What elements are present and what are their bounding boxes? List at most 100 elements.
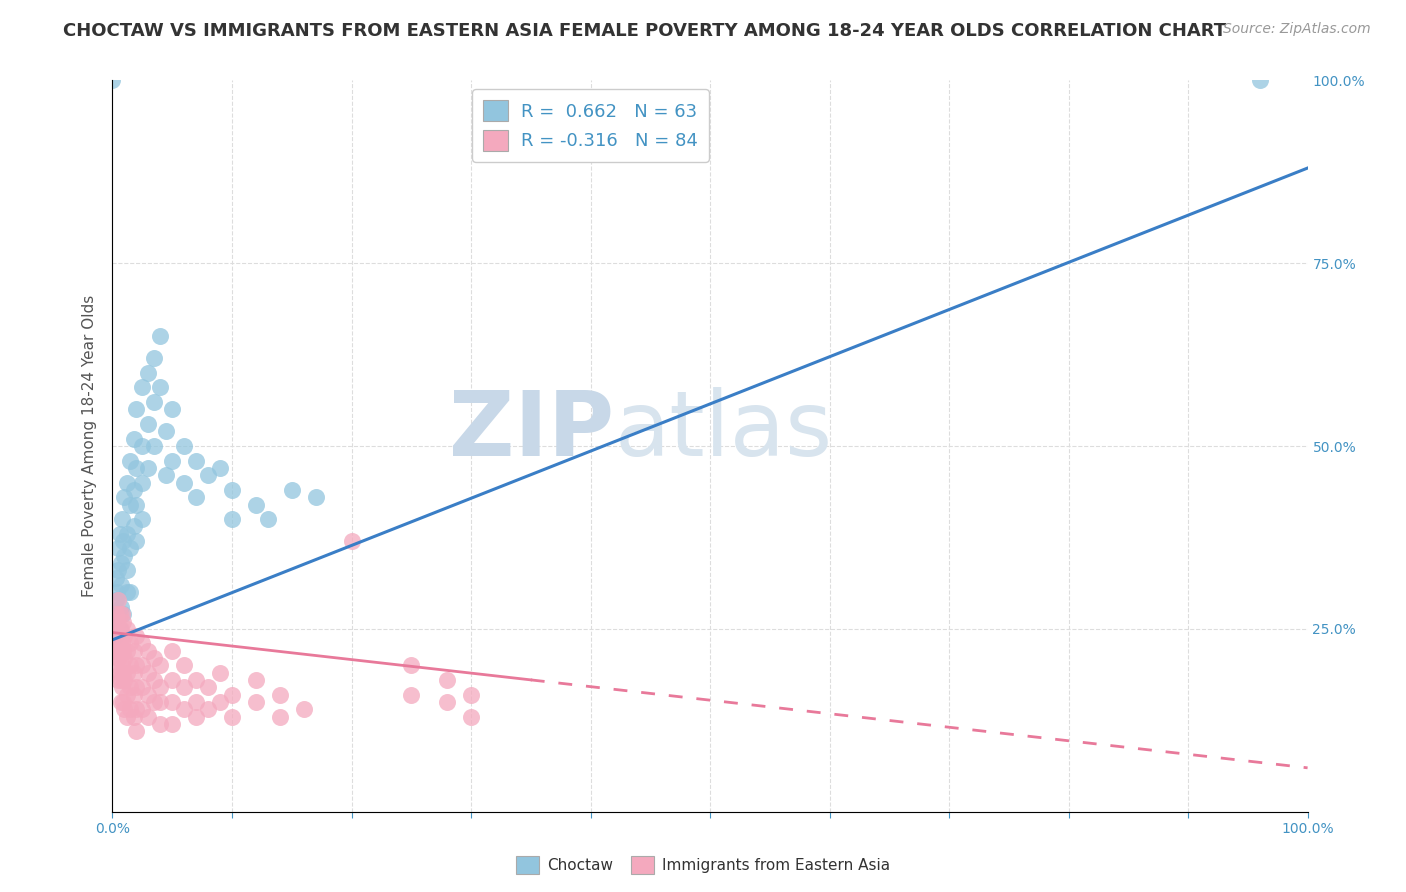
- Point: [143, 673, 166, 687]
- Point: [186, 453, 208, 467]
- Point: [269, 688, 291, 702]
- Point: [173, 475, 195, 490]
- Point: [221, 709, 243, 723]
- Point: [115, 709, 138, 723]
- Point: [173, 439, 195, 453]
- Point: [115, 585, 138, 599]
- Point: [269, 709, 291, 723]
- Point: [108, 622, 131, 636]
- Point: [305, 490, 328, 504]
- Point: [105, 607, 128, 622]
- Legend: Choctaw, Immigrants from Eastern Asia: Choctaw, Immigrants from Eastern Asia: [510, 850, 896, 880]
- Point: [197, 702, 219, 716]
- Point: [125, 658, 148, 673]
- Point: [104, 644, 127, 658]
- Point: [122, 483, 145, 497]
- Text: ZIP: ZIP: [450, 387, 614, 475]
- Point: [245, 498, 267, 512]
- Point: [120, 453, 142, 467]
- Point: [197, 681, 219, 695]
- Point: [131, 439, 153, 453]
- Point: [186, 709, 208, 723]
- Point: [281, 483, 304, 497]
- Point: [108, 636, 131, 650]
- Point: [107, 592, 129, 607]
- Y-axis label: Female Poverty Among 18-24 Year Olds: Female Poverty Among 18-24 Year Olds: [82, 295, 97, 597]
- Point: [209, 695, 232, 709]
- Point: [111, 512, 134, 526]
- Point: [110, 622, 132, 636]
- Point: [110, 673, 132, 687]
- Point: [115, 644, 138, 658]
- Point: [115, 475, 138, 490]
- Point: [105, 615, 128, 629]
- Point: [108, 526, 131, 541]
- Point: [143, 395, 166, 409]
- Point: [162, 673, 183, 687]
- Point: [292, 702, 315, 716]
- Point: [173, 702, 195, 716]
- Text: CHOCTAW VS IMMIGRANTS FROM EASTERN ASIA FEMALE POVERTY AMONG 18-24 YEAR OLDS COR: CHOCTAW VS IMMIGRANTS FROM EASTERN ASIA …: [63, 22, 1226, 40]
- Point: [122, 519, 145, 533]
- Point: [125, 681, 148, 695]
- Point: [104, 622, 127, 636]
- Point: [111, 636, 134, 650]
- Point: [186, 695, 208, 709]
- Point: [138, 461, 160, 475]
- Point: [186, 490, 208, 504]
- Point: [162, 717, 183, 731]
- Point: [114, 673, 135, 687]
- Point: [115, 526, 138, 541]
- Point: [105, 615, 128, 629]
- Point: [138, 665, 160, 680]
- Point: [173, 658, 195, 673]
- Point: [114, 549, 135, 563]
- Point: [149, 717, 172, 731]
- Text: atlas: atlas: [614, 387, 832, 475]
- Point: [107, 651, 129, 665]
- Point: [101, 73, 124, 87]
- Point: [111, 607, 134, 622]
- Point: [125, 498, 148, 512]
- Point: [221, 483, 243, 497]
- Point: [143, 651, 166, 665]
- Point: [122, 432, 145, 446]
- Point: [104, 629, 127, 643]
- Point: [111, 658, 134, 673]
- Point: [122, 709, 145, 723]
- Point: [105, 644, 128, 658]
- Point: [149, 658, 172, 673]
- Point: [122, 665, 145, 680]
- Point: [105, 629, 128, 643]
- Point: [245, 695, 267, 709]
- Point: [110, 644, 132, 658]
- Point: [143, 351, 166, 366]
- Point: [114, 702, 135, 716]
- Point: [110, 556, 132, 570]
- Point: [257, 512, 280, 526]
- Point: [221, 688, 243, 702]
- Point: [149, 329, 172, 343]
- Point: [138, 688, 160, 702]
- Point: [131, 702, 153, 716]
- Point: [120, 681, 142, 695]
- Point: [149, 695, 172, 709]
- Point: [138, 366, 160, 380]
- Point: [162, 402, 183, 417]
- Point: [138, 644, 160, 658]
- Point: [149, 681, 172, 695]
- Point: [105, 592, 128, 607]
- Point: [125, 724, 148, 739]
- Point: [112, 615, 135, 629]
- Point: [115, 563, 138, 577]
- Point: [401, 658, 423, 673]
- Point: [138, 709, 160, 723]
- Point: [115, 688, 138, 702]
- Point: [155, 468, 177, 483]
- Point: [105, 658, 128, 673]
- Point: [120, 498, 142, 512]
- Point: [209, 665, 232, 680]
- Point: [221, 512, 243, 526]
- Point: [108, 607, 131, 622]
- Point: [125, 534, 148, 549]
